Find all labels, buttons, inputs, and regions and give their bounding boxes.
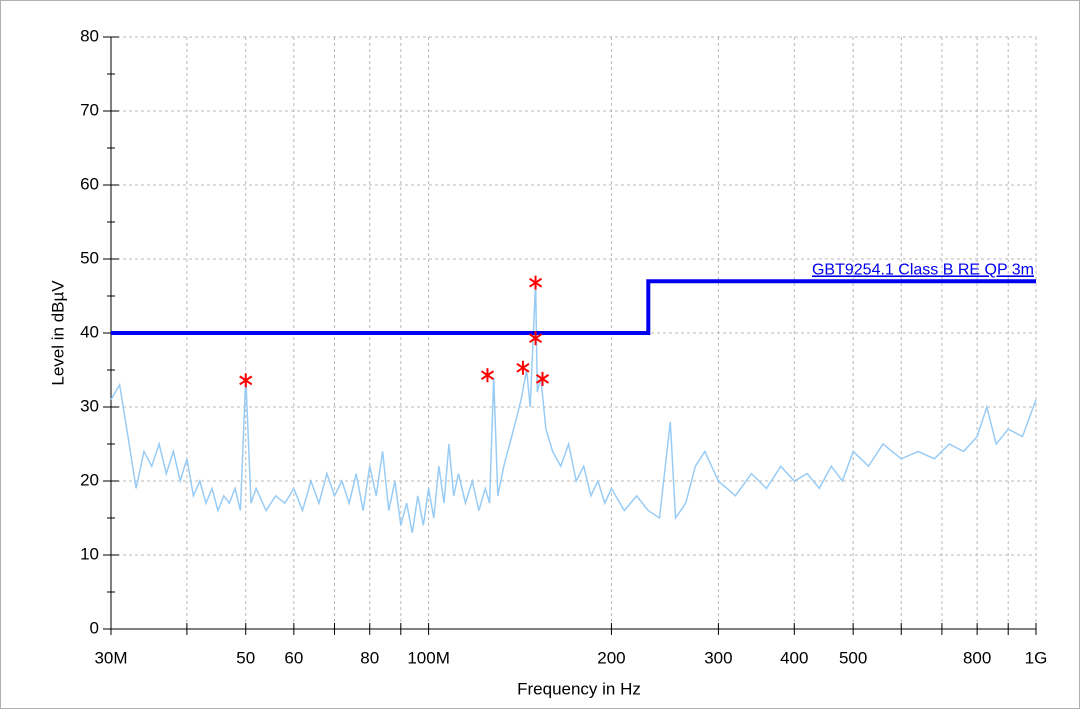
y-tick-label: 20: [80, 470, 99, 489]
x-tick-label: 60: [284, 648, 303, 667]
x-tick-label: 80: [360, 648, 379, 667]
marker-stroke: [529, 277, 543, 288]
x-tick-label: 400: [780, 648, 808, 667]
x-tick-label: 300: [704, 648, 732, 667]
x-tick-label: 500: [839, 648, 867, 667]
limit-line: [111, 279, 1036, 335]
y-tick-label: 50: [80, 248, 99, 267]
trace-line: [110, 281, 1037, 533]
y-axis-label: Level in dBµV: [48, 280, 67, 386]
peak-marker: [239, 373, 253, 388]
peak-marker: [529, 331, 543, 346]
peak-marker: [480, 368, 495, 383]
x-tick-label: 50: [236, 648, 255, 667]
x-tick-label: 800: [963, 648, 991, 667]
y-tick-label: 40: [80, 322, 99, 341]
y-tick-label: 60: [80, 174, 99, 193]
x-tick-label: 200: [597, 648, 625, 667]
y-tick-label: 30: [80, 396, 99, 415]
marker-stroke: [529, 333, 543, 344]
peak-marker: [516, 360, 530, 375]
x-tick-label: 30M: [94, 648, 127, 667]
x-tick-label: 1G: [1025, 648, 1048, 667]
x-tick-label: 100M: [407, 648, 450, 667]
x-axis-label: Frequency in Hz: [517, 679, 641, 698]
marker-stroke: [239, 375, 253, 386]
y-tick-label: 70: [80, 100, 99, 119]
marker-stroke: [480, 370, 495, 381]
peak-marker: [529, 275, 543, 290]
y-tick-label: 80: [80, 26, 99, 45]
marker-stroke: [535, 374, 550, 384]
marker-stroke: [516, 362, 530, 373]
y-tick-label: 10: [80, 544, 99, 563]
limit-label: GBT9254.1 Class B RE QP 3m: [812, 261, 1034, 278]
peak-marker: [535, 371, 550, 386]
y-tick-label: 0: [90, 618, 99, 637]
